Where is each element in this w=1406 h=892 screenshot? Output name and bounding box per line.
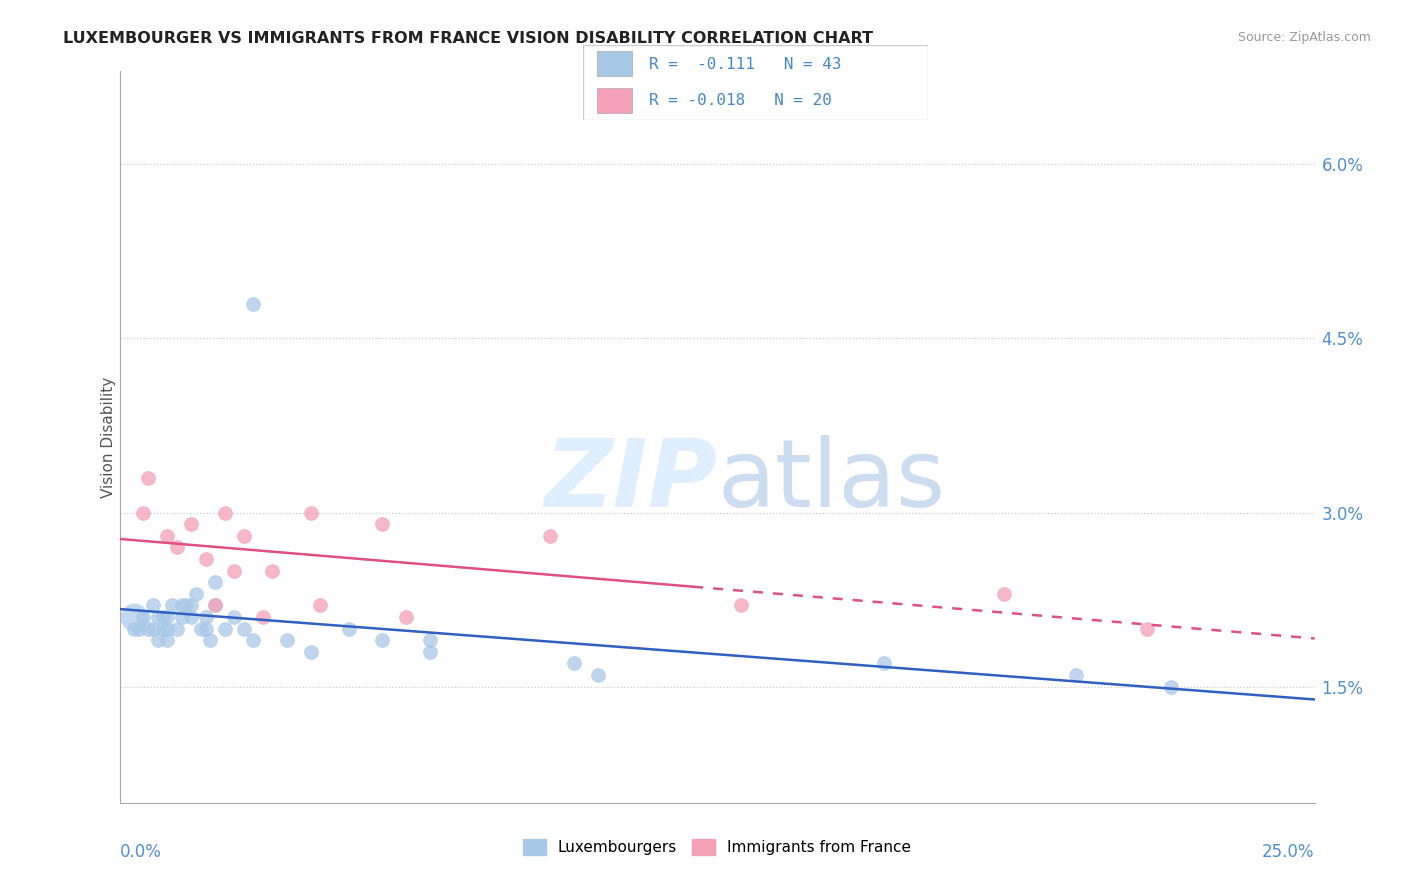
Point: [224, 564, 246, 578]
Point: [200, 633, 222, 648]
FancyBboxPatch shape: [598, 87, 631, 112]
Point: [160, 599, 183, 613]
Point: [993, 587, 1015, 601]
Point: [204, 599, 226, 613]
Point: [730, 599, 752, 613]
Point: [152, 622, 174, 636]
Point: [562, 657, 585, 671]
Point: [142, 622, 165, 636]
Point: [873, 657, 896, 671]
Point: [156, 633, 179, 648]
Point: [242, 633, 264, 648]
Point: [586, 668, 609, 682]
Point: [166, 622, 188, 636]
FancyBboxPatch shape: [598, 52, 631, 77]
Point: [132, 506, 155, 520]
FancyBboxPatch shape: [583, 45, 928, 120]
Point: [1160, 680, 1182, 694]
Point: [136, 622, 159, 636]
Point: [242, 296, 264, 310]
Text: LUXEMBOURGER VS IMMIGRANTS FROM FRANCE VISION DISABILITY CORRELATION CHART: LUXEMBOURGER VS IMMIGRANTS FROM FRANCE V…: [63, 31, 873, 46]
Point: [190, 622, 212, 636]
Text: 25.0%: 25.0%: [1263, 843, 1315, 861]
Point: [122, 622, 145, 636]
Point: [1064, 668, 1087, 682]
Legend: Luxembourgers, Immigrants from France: Luxembourgers, Immigrants from France: [516, 833, 918, 861]
Point: [180, 610, 202, 624]
Point: [156, 529, 179, 543]
Point: [309, 599, 332, 613]
Point: [176, 599, 198, 613]
Point: [128, 622, 150, 636]
Point: [252, 610, 274, 624]
Point: [156, 622, 179, 636]
Point: [232, 622, 254, 636]
Point: [262, 564, 284, 578]
Point: [156, 610, 179, 624]
Text: atlas: atlas: [717, 435, 945, 527]
Point: [146, 633, 169, 648]
Point: [194, 552, 217, 566]
Point: [538, 529, 561, 543]
Point: [1136, 622, 1159, 636]
Point: [204, 599, 226, 613]
Point: [204, 575, 226, 590]
Point: [276, 633, 298, 648]
Point: [224, 610, 246, 624]
Point: [170, 599, 193, 613]
Point: [146, 610, 169, 624]
Point: [136, 471, 159, 485]
Point: [214, 622, 236, 636]
Point: [299, 645, 322, 659]
Point: [142, 599, 165, 613]
Point: [419, 633, 441, 648]
Point: [166, 541, 188, 555]
Text: ZIP: ZIP: [544, 435, 717, 527]
Point: [122, 610, 145, 624]
Text: R = -0.018   N = 20: R = -0.018 N = 20: [650, 93, 832, 108]
Point: [152, 610, 174, 624]
Point: [371, 517, 394, 532]
Point: [337, 622, 360, 636]
Point: [299, 506, 322, 520]
Point: [232, 529, 254, 543]
Point: [395, 610, 418, 624]
Point: [194, 622, 217, 636]
Point: [214, 506, 236, 520]
Point: [170, 610, 193, 624]
Text: Source: ZipAtlas.com: Source: ZipAtlas.com: [1237, 31, 1371, 45]
Point: [180, 517, 202, 532]
Point: [180, 599, 202, 613]
Y-axis label: Vision Disability: Vision Disability: [101, 376, 115, 498]
Text: 0.0%: 0.0%: [120, 843, 162, 861]
Point: [371, 633, 394, 648]
Point: [419, 645, 441, 659]
Point: [194, 610, 217, 624]
Point: [132, 610, 155, 624]
Text: R =  -0.111   N = 43: R = -0.111 N = 43: [650, 57, 841, 72]
Point: [184, 587, 207, 601]
